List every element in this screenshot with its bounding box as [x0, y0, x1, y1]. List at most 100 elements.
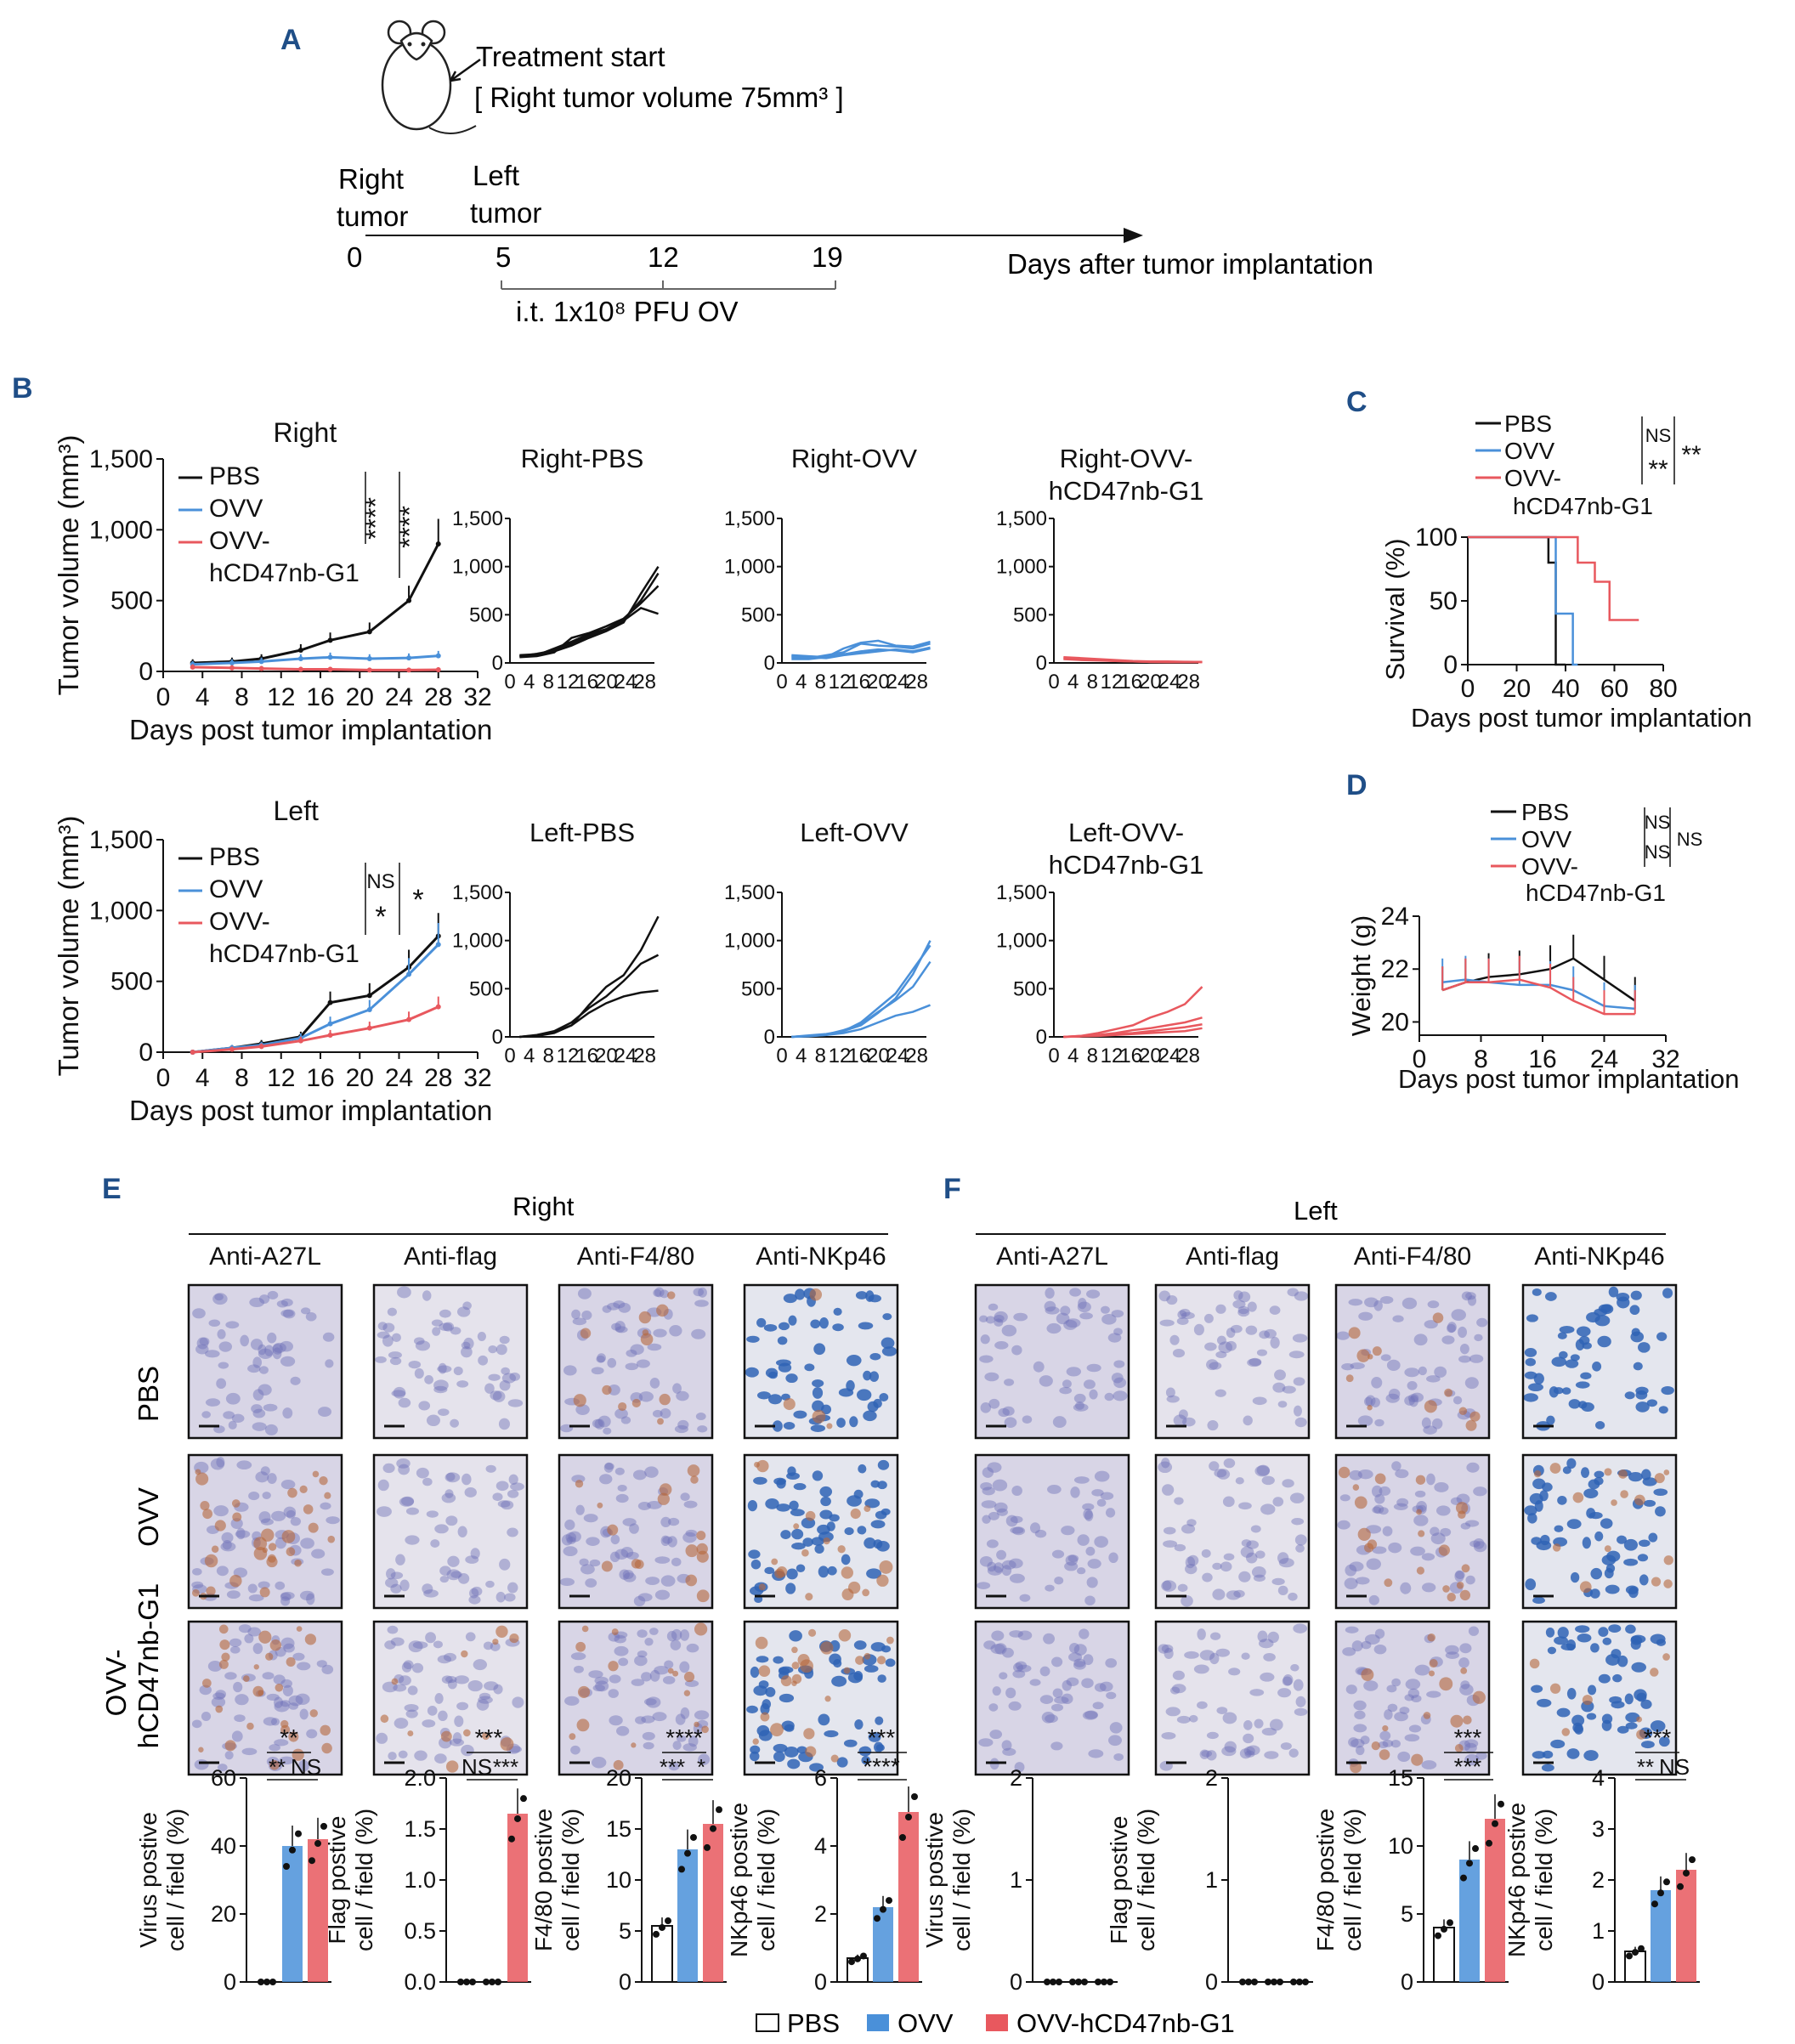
sig-ns-1: NS [1645, 812, 1671, 833]
stain-spot [304, 1634, 317, 1645]
nucleus [820, 1496, 831, 1507]
nucleus [1414, 1490, 1426, 1498]
nucleus [608, 1689, 619, 1698]
nucleus [1339, 1494, 1350, 1502]
nucleus [1363, 1680, 1379, 1691]
stain-spot [791, 1646, 798, 1654]
stain-spot [1442, 1585, 1450, 1593]
stain-spot [1356, 1349, 1370, 1362]
stain-spot [855, 1656, 864, 1665]
nucleus [778, 1322, 790, 1331]
x-tick-label: 0 [1461, 675, 1475, 703]
stain-spot [286, 1547, 296, 1557]
bar-dot [1245, 1979, 1252, 1985]
nucleus [1107, 1333, 1122, 1343]
nucleus [469, 1588, 479, 1599]
nucleus [453, 1366, 463, 1376]
nucleus [424, 1375, 433, 1384]
stain-spot [281, 1530, 296, 1543]
nucleus [618, 1302, 631, 1313]
nucleus [1523, 1393, 1538, 1402]
data-point [406, 655, 412, 661]
nucleus [297, 1662, 311, 1671]
nucleus [1177, 1583, 1188, 1593]
nucleus [561, 1534, 573, 1546]
nucleus [493, 1684, 503, 1695]
y-tick-label: 1,500 [89, 826, 153, 854]
nucleus [676, 1390, 689, 1401]
nucleus [654, 1556, 671, 1564]
nucleus [1104, 1392, 1114, 1401]
bar-dot [1101, 1979, 1107, 1985]
micrograph-bg-r1-c4 [976, 1455, 1129, 1608]
nucleus [1293, 1623, 1308, 1634]
nucleus [267, 1473, 277, 1484]
x-tick-label: 28 [1177, 671, 1200, 694]
micrograph-frame [187, 1620, 343, 1776]
survival-curve-1 [1468, 535, 1578, 666]
y-tick-label: 1,000 [89, 516, 153, 544]
y-tick-label: 0 [224, 1969, 236, 1995]
x-tick-label: 28 [424, 683, 452, 711]
nucleus [838, 1388, 854, 1397]
micrograph-frame [1521, 1453, 1678, 1610]
micrograph-frame [187, 1453, 343, 1610]
nucleus [1073, 1658, 1086, 1667]
nucleus [697, 1425, 708, 1433]
nucleus [192, 1567, 202, 1576]
nucleus [1258, 1639, 1274, 1649]
nucleus [1582, 1537, 1591, 1549]
nucleus [1475, 1752, 1487, 1760]
nucleus [756, 1656, 769, 1663]
nucleus [1405, 1679, 1421, 1690]
nucleus [1350, 1362, 1365, 1370]
nucleus [1554, 1636, 1568, 1645]
nucleus [1083, 1379, 1096, 1390]
nucleus [1525, 1578, 1537, 1591]
x-tick-label: 12 [557, 1045, 580, 1067]
bar-dot [258, 1979, 264, 1985]
y-tick-label: 10 [606, 1867, 631, 1893]
nucleus [279, 1340, 293, 1352]
bar-dot [508, 1835, 515, 1843]
nucleus [386, 1568, 396, 1580]
nucleus [1083, 1508, 1093, 1520]
bar-0 [1624, 1951, 1646, 1983]
nucleus [1293, 1405, 1302, 1417]
bar-dot [1466, 1860, 1473, 1867]
data-point [190, 665, 195, 670]
nucleus [405, 1535, 420, 1545]
nucleus [404, 1703, 419, 1713]
nucleus [660, 1408, 671, 1418]
nucleus [416, 1467, 429, 1479]
chart-title: Right [274, 417, 337, 448]
x-tick-label: 12 [1101, 1045, 1124, 1067]
nucleus [618, 1657, 629, 1667]
nucleus [614, 1408, 628, 1419]
stain-spot [879, 1560, 893, 1574]
x-tick-label: 60 [1600, 675, 1628, 703]
nucleus [1594, 1470, 1605, 1479]
nucleus [300, 1537, 314, 1549]
nucleus [649, 1628, 659, 1635]
row-label-pbs: PBS [133, 1366, 164, 1422]
nucleus [881, 1346, 898, 1356]
stain-spot [1432, 1312, 1444, 1323]
panel-e-label: E [102, 1173, 122, 1205]
nucleus [1193, 1664, 1209, 1674]
nucleus [1468, 1626, 1480, 1636]
nucleus [686, 1643, 699, 1653]
nucleus [1392, 1315, 1404, 1322]
nucleus [258, 1348, 273, 1359]
nucleus [1430, 1526, 1440, 1537]
nucleus [1177, 1310, 1187, 1320]
stain-spot [607, 1524, 619, 1536]
y-tick-label: 500 [741, 977, 775, 1000]
nucleus [1214, 1469, 1227, 1478]
nucleus [1062, 1679, 1072, 1691]
stain-spot [667, 1667, 674, 1674]
